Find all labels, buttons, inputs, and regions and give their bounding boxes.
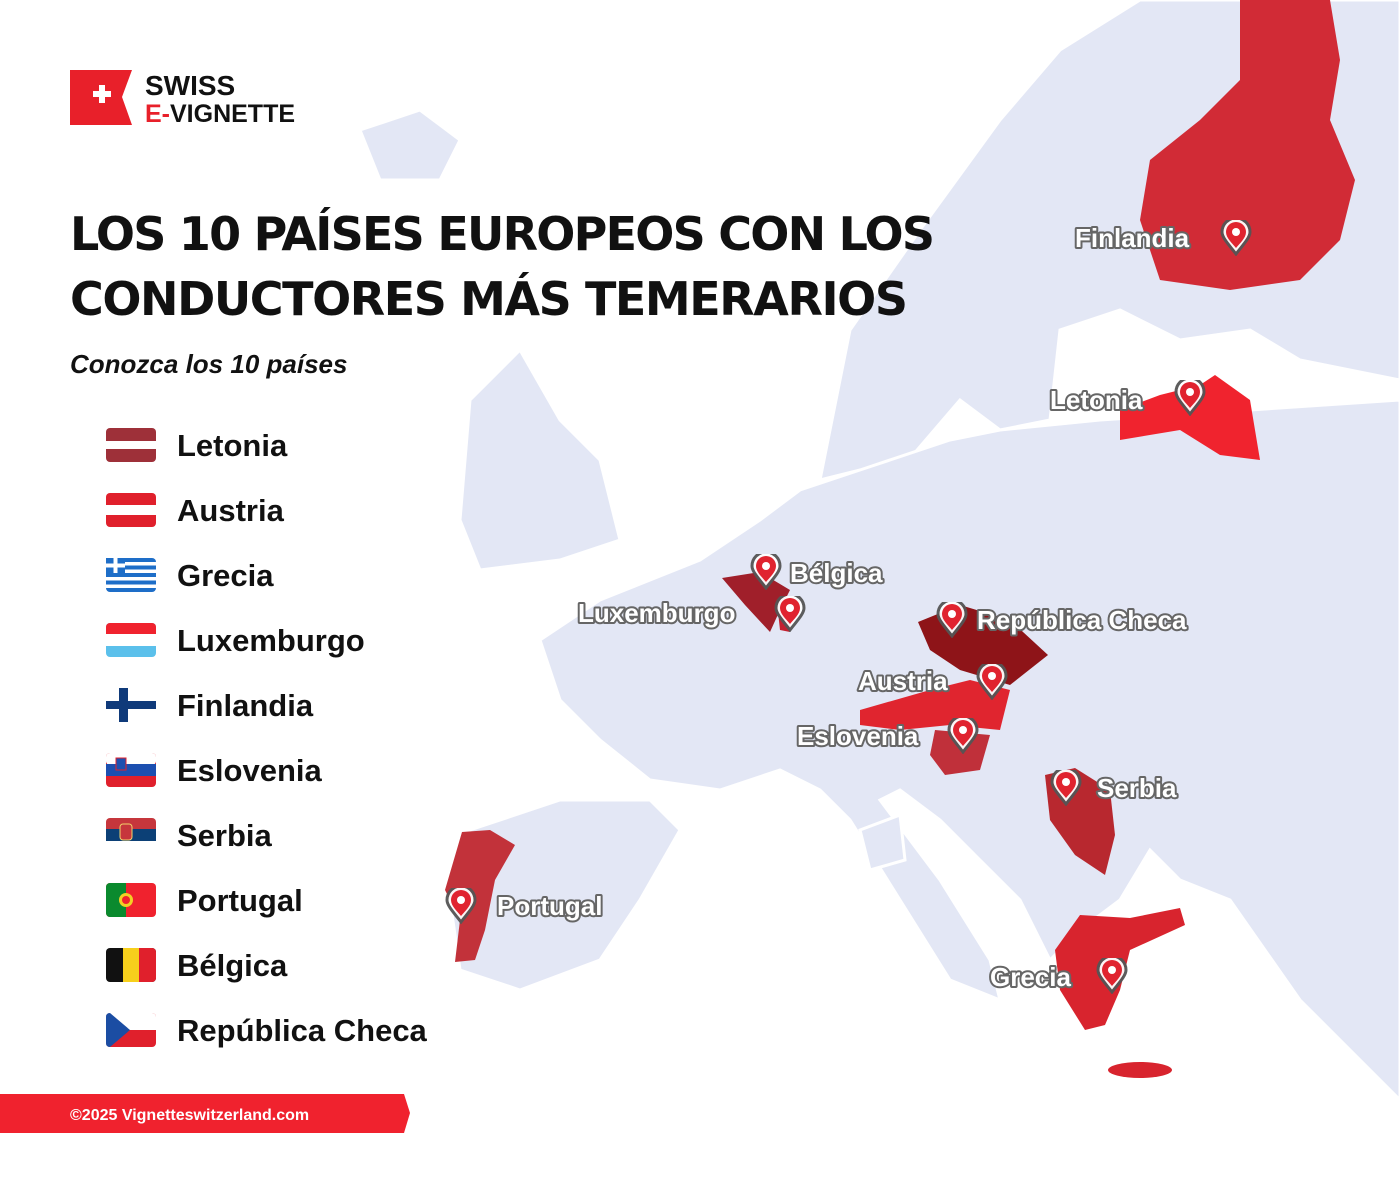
footer: ©2025 Vignetteswitzerland.com: [70, 1107, 309, 1124]
map-label: Finlandia: [1075, 223, 1190, 253]
logo-text: E-VIGNETTE: [145, 100, 295, 128]
flag: [106, 948, 156, 982]
country: [1120, 375, 1260, 460]
country: [722, 572, 790, 632]
flag: [106, 558, 156, 592]
land: [358, 108, 462, 182]
legend-item: Serbia: [177, 818, 273, 853]
flag: [106, 623, 156, 657]
legend: Letonia Austria Grecia Luxemburgo Finlandia E…: [177, 428, 428, 1048]
country: [860, 680, 1010, 730]
map-label: Bélgica: [790, 558, 883, 588]
map-label: Portugal: [497, 891, 602, 921]
map-label: Grecia: [990, 962, 1071, 992]
map-labels: Finlandia Letonia Bélgica Luxemburgo Repúbli…: [445, 220, 1252, 994]
flag: [106, 883, 156, 917]
country: [1108, 1062, 1172, 1078]
flag: [106, 753, 156, 787]
country: [1140, 0, 1355, 290]
map-label: Letonia: [1050, 385, 1143, 415]
map-label: Luxemburgo: [578, 598, 735, 628]
legend-item: Portugal: [177, 883, 303, 918]
legend-item: Finlandia: [177, 688, 314, 723]
flag: [106, 818, 156, 852]
map-label: Eslovenia: [797, 721, 919, 751]
legend-item: Eslovenia: [177, 753, 322, 788]
country: [930, 730, 990, 775]
flag: [106, 428, 156, 462]
legend-item: Grecia: [177, 558, 274, 593]
logo-text: SWISS: [145, 70, 235, 101]
legend-item: Austria: [177, 493, 285, 528]
map-label: Serbia: [1097, 773, 1177, 803]
legend-item: Bélgica: [177, 948, 288, 983]
legend-item: República Checa: [177, 1013, 428, 1048]
flags: [106, 428, 156, 1047]
logo: SWISS E-VIGNETTE: [70, 70, 295, 128]
subtitle: Conozca los 10 países: [70, 349, 347, 379]
footer-banner: [0, 1094, 410, 1133]
logo-text: VIGNETTE: [170, 100, 295, 128]
flag: [106, 688, 156, 722]
country: [445, 830, 515, 962]
title: CONDUCTORES MÁS TEMERARIOS: [70, 272, 908, 326]
map-label: Austria: [858, 666, 948, 696]
flag: [106, 1013, 156, 1047]
legend-item: Luxemburgo: [177, 623, 365, 658]
legend-item: Letonia: [177, 428, 288, 463]
title: LOS 10 PAÍSES EUROPEOS CON LOS: [70, 207, 935, 261]
land: [458, 347, 622, 572]
logo-text: E-: [145, 100, 170, 128]
land: [858, 812, 907, 872]
flag: [106, 493, 156, 527]
map-label: República Checa: [977, 605, 1187, 635]
